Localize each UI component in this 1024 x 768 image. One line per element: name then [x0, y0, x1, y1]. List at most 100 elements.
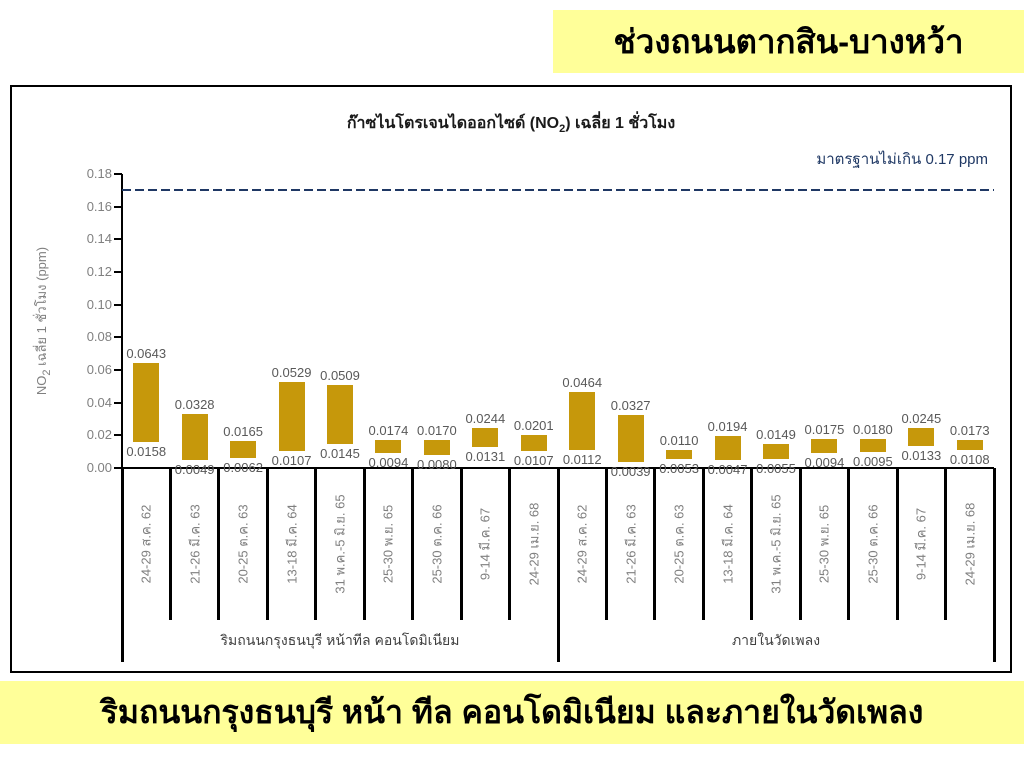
category-divider	[701, 468, 705, 620]
y-axis-tick	[114, 238, 122, 241]
category-label: 24-29 เม.ย. 68	[962, 502, 978, 586]
range-bar	[666, 450, 693, 460]
bar-max-label: 0.0110	[659, 433, 699, 449]
category-label: 24-29 เม.ย. 68	[526, 502, 542, 586]
range-bar	[278, 381, 305, 451]
bar-max-label: 0.0170	[416, 423, 457, 439]
range-bar	[472, 428, 499, 447]
y-axis-tick-label: 0.04	[86, 394, 112, 410]
range-bar	[569, 392, 596, 450]
y-axis-title: NO2 เฉลี่ย 1 ชั่วโมง (ppm)	[34, 246, 53, 396]
x-axis-line	[118, 466, 994, 470]
category-divider	[750, 468, 754, 620]
top-banner-text: ช่วงถนนตากสิน-บางหว้า	[613, 23, 964, 60]
range-bar	[617, 414, 644, 462]
y-axis-tick	[114, 205, 122, 208]
bar-min-label: 0.0039	[610, 463, 651, 479]
category-divider	[362, 468, 366, 620]
category-label: 25-30 พ.ย. 65	[816, 504, 832, 584]
y-axis-tick	[114, 401, 122, 404]
range-bar	[763, 443, 789, 459]
bar-max-label: 0.0201	[513, 418, 554, 434]
category-label: 25-30 ต.ค. 66	[865, 504, 881, 584]
category-divider	[459, 468, 463, 620]
range-bar	[181, 414, 208, 460]
bar-min-label: 0.0080	[416, 456, 457, 472]
y-axis-tick	[114, 303, 122, 306]
bottom-banner-text: ริมถนนกรุงธนบุรี หน้า ทีล คอนโดมิเนียม แ…	[100, 694, 924, 730]
category-label: 21-26 มี.ค. 63	[623, 504, 639, 584]
category-label: 20-25 ต.ค. 63	[235, 504, 251, 584]
bar-min-label: 0.0055	[756, 461, 796, 477]
y-axis-tick-label: 0.00	[86, 460, 112, 475]
y-axis-tick-label: 0.02	[86, 427, 112, 443]
range-bar	[230, 441, 257, 458]
range-bar	[956, 439, 983, 451]
bar-min-label: 0.0094	[368, 454, 409, 470]
y-axis-tick-label: 0.18	[86, 166, 112, 181]
y-axis-tick-label: 0.10	[86, 296, 112, 312]
bar-min-label: 0.0053	[659, 461, 699, 477]
category-divider	[944, 468, 948, 620]
standard-dashed-line	[122, 189, 994, 192]
y-axis-line	[120, 174, 123, 468]
bar-min-label: 0.0107	[513, 452, 554, 468]
bar-min-label: 0.0133	[901, 448, 942, 464]
bar-max-label: 0.0165	[223, 424, 263, 440]
chart-title: ก๊าซไนโตรเจนไดออกไซด์ (NO2) เฉลี่ย 1 ชั่…	[346, 115, 676, 136]
y-axis-tick	[114, 173, 122, 175]
range-bar	[859, 438, 886, 453]
bar-max-label: 0.0643	[126, 345, 167, 361]
bar-min-label: 0.0131	[465, 448, 506, 464]
top-banner: ช่วงถนนตากสิน-บางหว้า	[553, 10, 1024, 73]
category-divider	[217, 468, 221, 620]
group-divider	[556, 468, 560, 662]
range-bar	[327, 384, 353, 445]
category-divider	[411, 468, 415, 620]
category-divider	[265, 468, 269, 620]
bar-max-label: 0.0175	[804, 422, 845, 438]
range-bar	[423, 440, 450, 455]
category-label: 9-14 มี.ค. 67	[913, 507, 929, 581]
bar-max-label: 0.0194	[707, 419, 748, 435]
category-label: 25-30 พ.ย. 65	[380, 504, 396, 584]
category-label: 25-30 ต.ค. 66	[429, 504, 445, 584]
bar-min-label: 0.0108	[949, 452, 990, 468]
y-axis-tick-label: 0.14	[86, 231, 112, 247]
bar-max-label: 0.0173	[949, 422, 990, 438]
category-divider	[314, 468, 318, 620]
range-bar	[520, 435, 547, 451]
group-divider	[992, 468, 996, 662]
bar-min-label: 0.0112	[562, 451, 602, 467]
bar-max-label: 0.0529	[271, 364, 312, 380]
bar-max-label: 0.0244	[465, 411, 506, 427]
y-axis-tick-label: 0.16	[86, 198, 112, 214]
bar-max-label: 0.0174	[368, 422, 409, 438]
bar-max-label: 0.0328	[174, 397, 215, 413]
category-label: 13-18 มี.ค. 64	[720, 504, 736, 584]
category-divider	[508, 468, 512, 620]
category-label: 9-14 มี.ค. 67	[477, 507, 493, 581]
bar-max-label: 0.0464	[562, 375, 603, 391]
bar-min-label: 0.0094	[804, 454, 845, 470]
category-divider	[895, 468, 899, 620]
category-divider	[653, 468, 657, 620]
y-axis-tick	[114, 336, 122, 339]
category-divider	[847, 468, 851, 620]
y-axis-tick-label: 0.08	[86, 329, 112, 345]
chart-container: ก๊าซไนโตรเจนไดออกไซด์ (NO2) เฉลี่ย 1 ชั่…	[10, 85, 1012, 673]
bar-max-label: 0.0245	[901, 410, 942, 426]
y-axis-tick-label: 0.12	[86, 264, 112, 279]
category-label: 24-29 ส.ค. 62	[138, 504, 154, 584]
y-axis-tick	[114, 434, 122, 437]
y-axis-tick	[114, 271, 122, 273]
group-label-2: ภายในวัดเพลง	[731, 632, 821, 648]
range-bar	[375, 439, 402, 453]
bar-max-label: 0.0509	[320, 367, 360, 383]
bar-min-label: 0.0062	[223, 459, 263, 475]
category-divider	[168, 468, 172, 620]
y-axis-tick	[114, 369, 122, 371]
category-label: 24-29 ส.ค. 62	[574, 504, 590, 584]
category-label: 31 พ.ค.-5 มิ.ย. 65	[332, 494, 348, 594]
